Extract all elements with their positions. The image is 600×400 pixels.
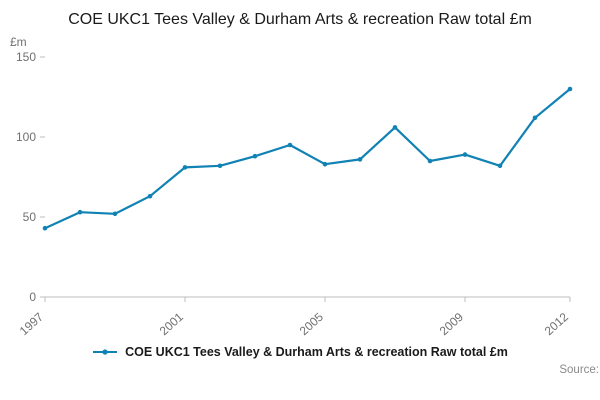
svg-text:100: 100 <box>16 130 36 144</box>
svg-text:2009: 2009 <box>437 309 466 337</box>
svg-text:0: 0 <box>29 290 36 304</box>
svg-text:1997: 1997 <box>17 309 46 337</box>
line-chart: 0 50 100 150 1997 2001 2005 2009 2012 <box>16 50 573 338</box>
svg-text:150: 150 <box>16 50 36 64</box>
plot-area: 0 50 100 150 1997 2001 2005 2009 2012 <box>0 49 600 341</box>
svg-text:2005: 2005 <box>297 309 326 337</box>
chart-title: COE UKC1 Tees Valley & Durham Arts & rec… <box>68 11 532 28</box>
source-label: Source: <box>559 363 599 376</box>
legend-label: COE UKC1 Tees Valley & Durham Arts & rec… <box>125 344 508 359</box>
svg-text:50: 50 <box>23 210 37 224</box>
y-axis-unit-label: £m <box>10 34 27 49</box>
svg-text:2012: 2012 <box>542 309 571 337</box>
legend-line-icon <box>93 349 118 355</box>
svg-text:2001: 2001 <box>157 309 186 337</box>
legend: COE UKC1 Tees Valley & Durham Arts & rec… <box>0 343 600 361</box>
